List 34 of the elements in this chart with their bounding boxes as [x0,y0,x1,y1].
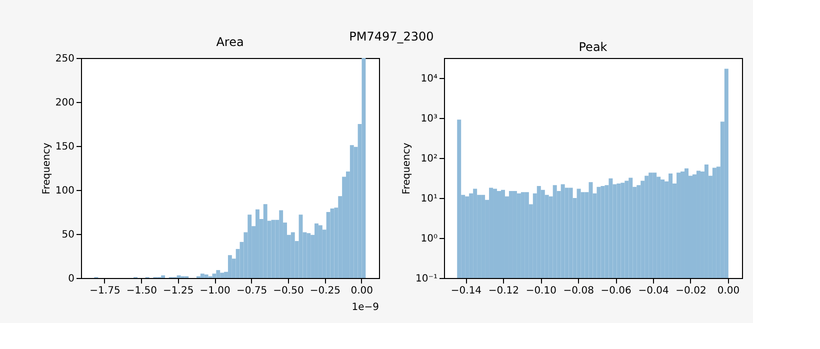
x-tick-label: −0.50 [273,286,304,296]
x-tick-label: 0.00 [717,286,740,296]
x-tick-label: −1.25 [163,286,194,296]
y-tick-label: 10⁴ [420,73,438,84]
x-tick-label: −0.10 [526,286,556,296]
x-tick-label: −1.00 [200,286,230,296]
y-tick-label: 200 [55,98,74,108]
x-tick-label: −0.04 [638,286,669,296]
y-tick-label: 50 [62,230,74,240]
y-tick-label: 100 [55,186,74,196]
text: PM7497_2300 [349,30,434,44]
y-tick-label: 0 [68,274,74,284]
x-tick-label: −0.25 [310,286,341,296]
x-tick-label: −0.02 [676,286,706,296]
x-tick-label: −0.08 [563,286,594,296]
y-axis-title: Frequency [401,142,412,194]
y-tick-label: 250 [55,54,74,64]
x-tick-label: −1.75 [90,286,120,296]
chart-title: Peak [578,40,608,54]
y-tick-label: 10¹ [420,193,438,204]
text: 1e−9 [352,302,379,313]
chart-title: Area [216,35,244,49]
x-tick-label: −0.75 [236,286,268,296]
y-tick-label: 10³ [420,113,438,124]
x-tick-label: −1.50 [126,286,158,296]
x-tick-label: −0.14 [450,286,482,296]
x-tick-label: −0.12 [488,286,520,296]
x-tick-label: 0.00 [350,286,374,296]
x-tick-label: −0.06 [600,286,632,296]
y-axis-title: Frequency [41,142,52,194]
y-tick-label: 10⁰ [420,234,438,244]
y-tick-label: 10² [420,153,438,164]
y-tick-label: 10⁻¹ [415,274,438,284]
y-tick-label: 150 [55,142,74,152]
